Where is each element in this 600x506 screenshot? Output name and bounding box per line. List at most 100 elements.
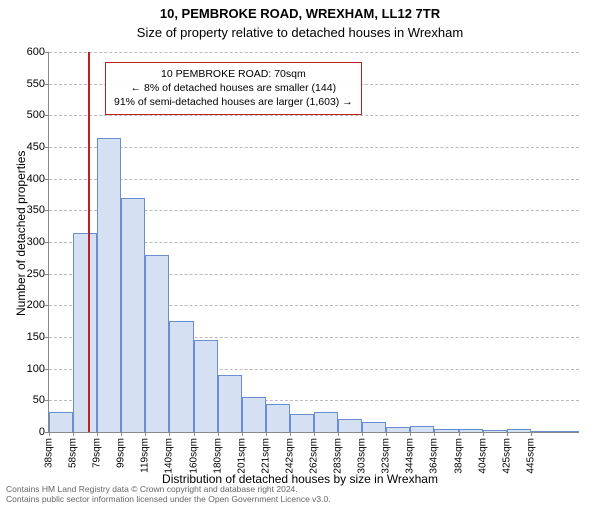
histogram-bar: [531, 431, 555, 432]
xtick-mark: [290, 432, 291, 436]
histogram-bar: [362, 422, 386, 432]
xtick-mark: [121, 432, 122, 436]
xtick-mark: [531, 432, 532, 436]
gridline: [49, 52, 579, 53]
xtick-label: 58sqm: [68, 438, 79, 468]
histogram-bar: [266, 404, 290, 433]
ytick-mark: [45, 274, 49, 275]
xtick-label: 79sqm: [92, 438, 103, 468]
histogram-bar: [386, 427, 410, 432]
xtick-mark: [483, 432, 484, 436]
histogram-bar: [49, 412, 73, 432]
xtick-label: 445sqm: [525, 438, 536, 474]
ytick-label: 400: [27, 173, 45, 185]
ytick-mark: [45, 115, 49, 116]
ytick-mark: [45, 210, 49, 211]
xtick-mark: [145, 432, 146, 436]
ytick-label: 300: [27, 236, 45, 248]
ytick-label: 0: [39, 426, 45, 438]
xtick-mark: [169, 432, 170, 436]
plot-area: 05010015020025030035040045050055060038sq…: [48, 52, 579, 433]
xtick-mark: [386, 432, 387, 436]
histogram-bar: [145, 255, 169, 432]
info-line-1: 10 PEMBROKE ROAD: 70sqm: [114, 67, 353, 81]
xtick-mark: [314, 432, 315, 436]
gridline: [49, 179, 579, 180]
xtick-mark: [218, 432, 219, 436]
ytick-mark: [45, 400, 49, 401]
gridline: [49, 147, 579, 148]
ytick-mark: [45, 52, 49, 53]
xtick-label: 119sqm: [140, 438, 151, 473]
info-line-3: 91% of semi-detached houses are larger (…: [114, 95, 353, 109]
ytick-label: 350: [27, 204, 45, 216]
histogram-bar: [338, 419, 362, 432]
histogram-bar: [218, 375, 242, 432]
xtick-label: 180sqm: [212, 438, 223, 474]
histogram-bar: [410, 426, 434, 432]
xtick-label: 38sqm: [44, 438, 55, 468]
xtick-mark: [362, 432, 363, 436]
caption-line-2: Contains public sector information licen…: [6, 494, 331, 504]
info-box: 10 PEMBROKE ROAD: 70sqm← 8% of detached …: [105, 62, 362, 115]
histogram-bar: [507, 429, 531, 432]
xtick-mark: [97, 432, 98, 436]
xtick-label: 404sqm: [477, 438, 488, 474]
ytick-label: 150: [27, 331, 45, 343]
chart-title: 10, PEMBROKE ROAD, WREXHAM, LL12 7TR: [0, 6, 600, 23]
histogram-bar: [459, 429, 483, 432]
xtick-mark: [194, 432, 195, 436]
xtick-label: 303sqm: [357, 438, 368, 474]
caption-line-1: Contains HM Land Registry data © Crown c…: [6, 484, 298, 494]
xtick-label: 283sqm: [333, 438, 344, 474]
histogram-bar: [242, 397, 266, 432]
xtick-mark: [73, 432, 74, 436]
property-marker-line: [88, 52, 90, 432]
ytick-mark: [45, 369, 49, 370]
xtick-label: 262sqm: [309, 438, 320, 474]
histogram-bar: [290, 414, 314, 432]
histogram-bar: [555, 431, 579, 432]
chart-subtitle: Size of property relative to detached ho…: [0, 25, 600, 40]
xtick-mark: [410, 432, 411, 436]
xtick-mark: [242, 432, 243, 436]
ytick-label: 450: [27, 141, 45, 153]
ytick-mark: [45, 305, 49, 306]
ytick-label: 600: [27, 46, 45, 58]
ytick-mark: [45, 337, 49, 338]
ytick-label: 100: [27, 363, 45, 375]
xtick-label: 323sqm: [381, 438, 392, 474]
ytick-mark: [45, 179, 49, 180]
histogram-bar: [169, 321, 193, 432]
histogram-bar: [121, 198, 145, 432]
ytick-label: 250: [27, 268, 45, 280]
xtick-label: 99sqm: [116, 438, 127, 468]
xtick-label: 221sqm: [260, 438, 271, 474]
xtick-label: 384sqm: [453, 438, 464, 474]
xtick-mark: [338, 432, 339, 436]
histogram-bar: [483, 430, 507, 432]
ytick-mark: [45, 147, 49, 148]
xtick-label: 140sqm: [164, 438, 175, 474]
info-line-2: ← 8% of detached houses are smaller (144…: [114, 81, 353, 95]
histogram-bar: [434, 429, 458, 432]
ytick-label: 550: [27, 78, 45, 90]
xtick-mark: [459, 432, 460, 436]
xtick-mark: [49, 432, 50, 436]
xtick-label: 364sqm: [429, 438, 440, 474]
xtick-label: 201sqm: [236, 438, 247, 474]
ytick-label: 200: [27, 299, 45, 311]
xtick-mark: [266, 432, 267, 436]
xtick-label: 425sqm: [501, 438, 512, 474]
ytick-label: 50: [33, 394, 45, 406]
ytick-mark: [45, 242, 49, 243]
gridline: [49, 115, 579, 116]
xtick-label: 242sqm: [284, 438, 295, 474]
ytick-mark: [45, 84, 49, 85]
xtick-mark: [434, 432, 435, 436]
histogram-bar: [97, 138, 121, 433]
xtick-label: 344sqm: [405, 438, 416, 474]
xtick-label: 160sqm: [188, 438, 199, 474]
histogram-bar: [73, 233, 97, 433]
xtick-mark: [507, 432, 508, 436]
